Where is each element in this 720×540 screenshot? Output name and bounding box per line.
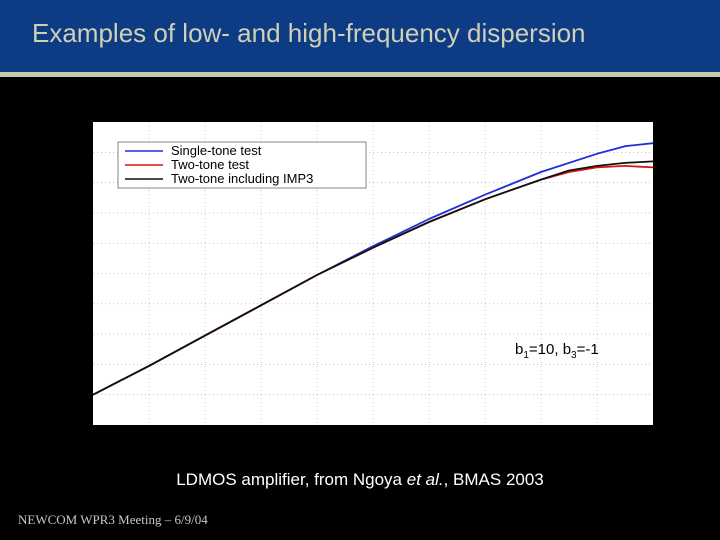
legend-label-imp3: Two-tone including IMP3 — [171, 171, 313, 186]
legend: Single-tone test Two-tone test Two-tone … — [117, 141, 367, 189]
series-line-imp3 — [93, 160, 653, 396]
series-layer — [93, 142, 653, 396]
title-bar — [0, 0, 720, 72]
caption-text: LDMOS amplifier, from Ngoya — [176, 470, 407, 489]
chart-svg: Single-tone test Two-tone test Two-tone … — [93, 122, 653, 425]
chart-caption: LDMOS amplifier, from Ngoya et al., BMAS… — [0, 470, 720, 490]
footer: NEWCOM WPR3 Meeting – 6/9/04 — [18, 512, 208, 527]
title-rule — [0, 72, 720, 77]
legend-label-single-tone: Single-tone test — [171, 143, 262, 158]
parameter-annotation: b1=10, b3=-1 — [515, 341, 599, 361]
grid — [93, 122, 653, 425]
slide-title: Examples of low- and high-frequency disp… — [32, 18, 586, 48]
caption-italic: et al. — [406, 470, 444, 489]
chart: Single-tone test Two-tone test Two-tone … — [93, 122, 653, 425]
legend-label-two-tone: Two-tone test — [171, 157, 249, 172]
caption-source: , BMAS 2003 — [443, 470, 544, 489]
